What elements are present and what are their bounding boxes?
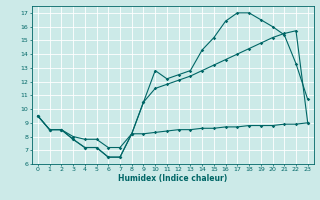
X-axis label: Humidex (Indice chaleur): Humidex (Indice chaleur) — [118, 174, 228, 183]
